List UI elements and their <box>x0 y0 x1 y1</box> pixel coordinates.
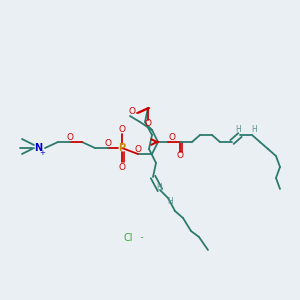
Text: +: + <box>39 150 45 156</box>
Text: O: O <box>134 146 142 154</box>
Text: Cl: Cl <box>123 233 133 243</box>
Text: H: H <box>167 196 173 206</box>
Text: H: H <box>156 184 162 193</box>
Text: O: O <box>145 119 152 128</box>
Text: H: H <box>251 125 257 134</box>
Text: -: - <box>138 233 144 242</box>
Text: O: O <box>67 134 73 142</box>
Text: O: O <box>118 125 125 134</box>
Text: O: O <box>169 134 176 142</box>
Text: H: H <box>235 125 241 134</box>
Text: P: P <box>118 143 126 153</box>
Text: O: O <box>176 152 184 160</box>
Text: O: O <box>104 140 112 148</box>
Text: N: N <box>34 143 42 153</box>
Text: O: O <box>128 107 136 116</box>
Text: O: O <box>118 163 125 172</box>
